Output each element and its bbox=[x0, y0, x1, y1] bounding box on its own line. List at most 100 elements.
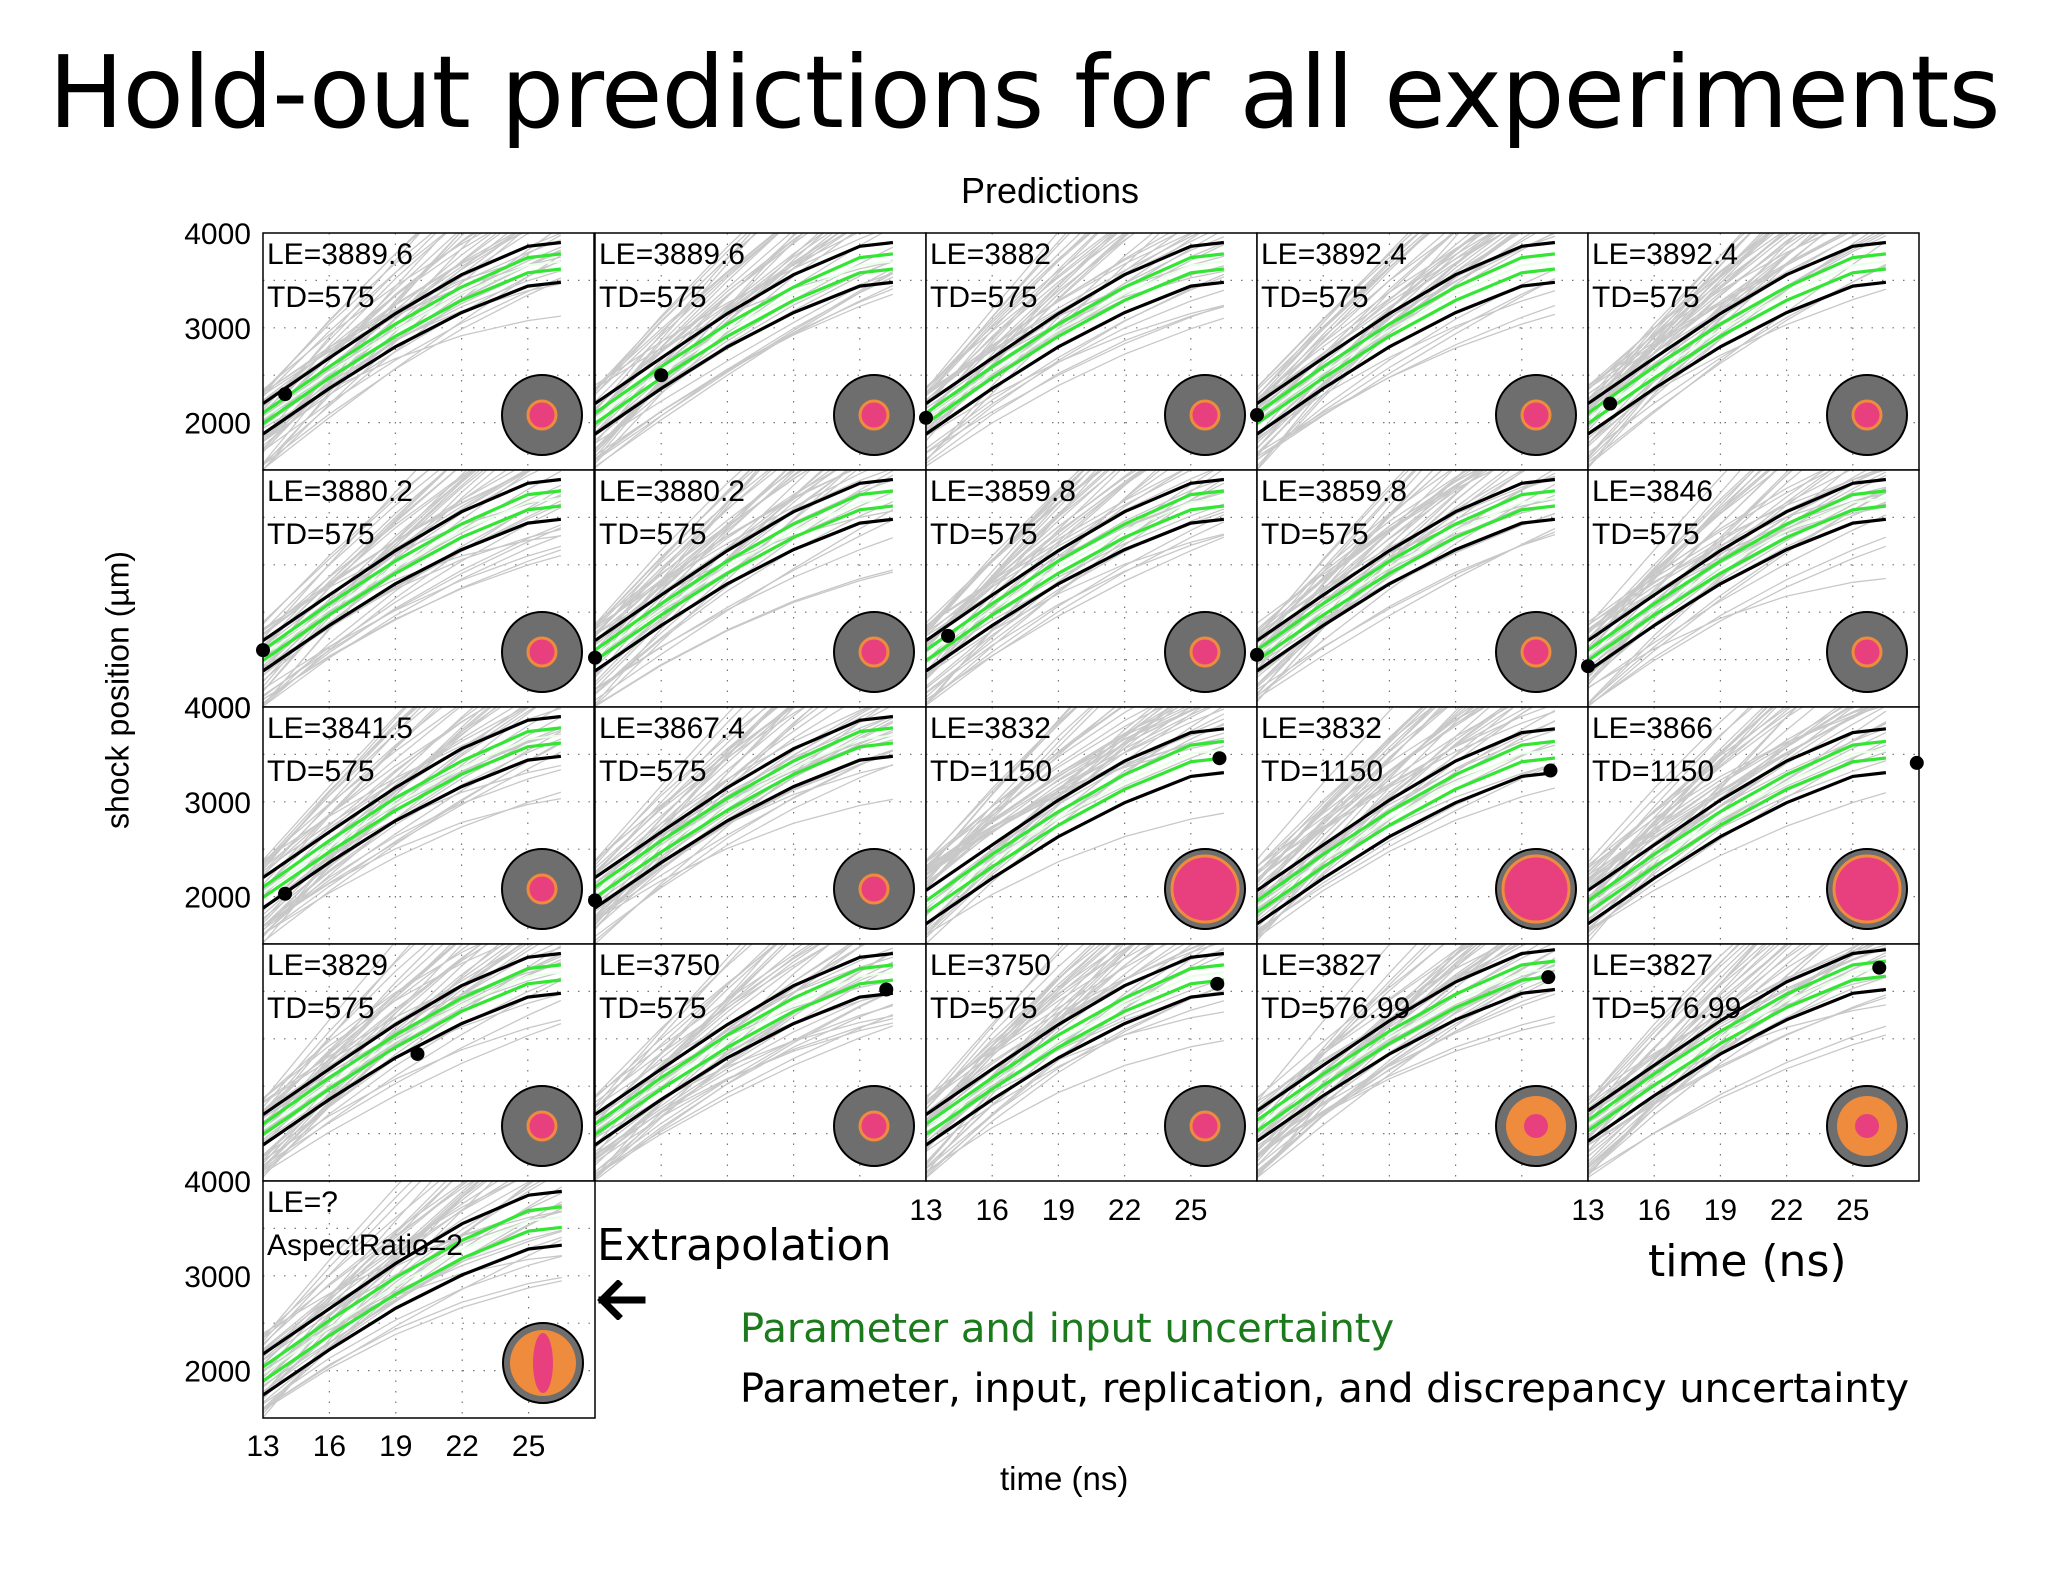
prior-line bbox=[263, 554, 562, 701]
band-black-upper bbox=[1257, 727, 1556, 892]
panel-td-label: TD=575 bbox=[930, 518, 1038, 551]
prior-line bbox=[1588, 233, 1814, 459]
prior-line bbox=[926, 289, 1225, 453]
prior-line bbox=[595, 707, 807, 889]
prior-line bbox=[595, 470, 849, 676]
band-green-upper bbox=[1588, 959, 1887, 1122]
panel-le-label: LE=3859.8 bbox=[930, 475, 1076, 508]
x-tick-label: 16 bbox=[313, 1430, 346, 1463]
prior-line bbox=[926, 944, 1065, 1106]
prior-line bbox=[926, 533, 1225, 676]
prior-line bbox=[1257, 1015, 1556, 1155]
prior-line bbox=[1588, 944, 1735, 1102]
prior-line bbox=[263, 726, 562, 927]
panel-11: LE=3841.5 TD=575 bbox=[262, 706, 595, 945]
prior-line bbox=[1257, 944, 1391, 1103]
prior-line bbox=[263, 1276, 562, 1410]
band-black-upper bbox=[263, 951, 562, 1116]
prior-line bbox=[1588, 944, 1871, 1169]
x-tick-label: 22 bbox=[1108, 1194, 1141, 1227]
prior-line bbox=[595, 956, 894, 1108]
prior-line bbox=[1257, 470, 1417, 649]
prior-line bbox=[263, 1181, 454, 1385]
prior-line bbox=[595, 944, 742, 1107]
prior-line bbox=[1588, 233, 1800, 431]
panel-12: LE=3867.4 TD=575 bbox=[588, 706, 927, 945]
panel-td-label: TD=575 bbox=[267, 755, 375, 788]
band-black-lower bbox=[1257, 771, 1556, 926]
prior-line bbox=[263, 1181, 533, 1411]
prior-line bbox=[263, 1255, 562, 1405]
prior-line bbox=[1588, 707, 1786, 893]
panel-td-label: TD=575 bbox=[267, 518, 375, 551]
prior-line bbox=[595, 944, 748, 1113]
band-black-upper bbox=[926, 240, 1225, 405]
prior-line bbox=[1257, 470, 1468, 650]
band-green-upper bbox=[1588, 739, 1887, 903]
panel-td-label: TD=576.99 bbox=[1261, 992, 1410, 1025]
band-black-lower bbox=[1257, 987, 1556, 1143]
panel-td-label: TD=575 bbox=[1592, 281, 1700, 314]
prior-line bbox=[595, 470, 858, 695]
x-tick-label: 25 bbox=[1836, 1194, 1869, 1227]
prior-line bbox=[1588, 470, 1729, 627]
prior-line bbox=[1257, 707, 1549, 880]
prior-line bbox=[595, 272, 894, 468]
prior-line bbox=[263, 944, 500, 1169]
prior-line bbox=[263, 1207, 563, 1387]
prior-line bbox=[1588, 944, 1826, 1163]
prior-line bbox=[263, 944, 458, 1129]
prior-line bbox=[1588, 233, 1762, 418]
prior-line bbox=[263, 1181, 403, 1339]
prior-line bbox=[263, 1022, 562, 1174]
prior-line bbox=[1588, 470, 1804, 679]
band-green-mid bbox=[263, 971, 562, 1131]
prior-line bbox=[1588, 944, 1741, 1102]
y-tick-label: 4000 bbox=[184, 1166, 251, 1199]
prior-line bbox=[1588, 233, 1765, 412]
y-tick-label: 4000 bbox=[184, 218, 251, 251]
band-green-mid bbox=[926, 497, 1225, 657]
prior-line bbox=[926, 707, 1072, 873]
prior-line bbox=[1588, 707, 1765, 891]
prior-line bbox=[1588, 944, 1776, 1140]
observation-point bbox=[278, 387, 293, 402]
prior-line bbox=[926, 707, 1163, 863]
panel-td-label: TD=575 bbox=[1261, 281, 1369, 314]
capsule-core bbox=[1170, 854, 1240, 924]
prior-line bbox=[1257, 707, 1395, 861]
panel-td-label: TD=575 bbox=[599, 518, 707, 551]
prior-line bbox=[926, 944, 1070, 1100]
panel-le-label: LE=3866 bbox=[1592, 712, 1713, 745]
prior-line bbox=[263, 470, 478, 692]
prior-line bbox=[263, 470, 532, 632]
prior-line bbox=[1588, 944, 1826, 1175]
panel-le-label: LE=3750 bbox=[930, 949, 1051, 982]
prior-line bbox=[1257, 959, 1556, 1167]
prior-line bbox=[1257, 290, 1556, 439]
band-black-lower bbox=[263, 754, 562, 910]
band-black-lower bbox=[263, 280, 562, 436]
prior-line bbox=[263, 470, 418, 640]
prior-line bbox=[926, 233, 1091, 395]
prior-line bbox=[926, 707, 1077, 863]
prior-line bbox=[263, 944, 395, 1101]
prior-line bbox=[1588, 961, 1887, 1174]
panel-le-label: LE=3827 bbox=[1592, 949, 1713, 982]
prior-line bbox=[263, 977, 562, 1171]
prior-line bbox=[595, 470, 755, 627]
prior-line bbox=[595, 470, 838, 668]
prior-line bbox=[1257, 470, 1485, 673]
band-black-upper bbox=[595, 951, 894, 1116]
prior-line bbox=[1588, 233, 1830, 388]
band-green-upper bbox=[595, 252, 894, 415]
prior-line bbox=[263, 470, 430, 623]
capsule-core bbox=[1189, 399, 1221, 431]
prior-line bbox=[1257, 729, 1556, 899]
prior-line bbox=[595, 276, 894, 469]
band-green-mid bbox=[263, 260, 562, 420]
prior-line bbox=[926, 944, 1214, 1175]
band-green-upper bbox=[926, 252, 1225, 415]
prior-line bbox=[595, 470, 751, 638]
prior-line bbox=[1588, 233, 1783, 387]
